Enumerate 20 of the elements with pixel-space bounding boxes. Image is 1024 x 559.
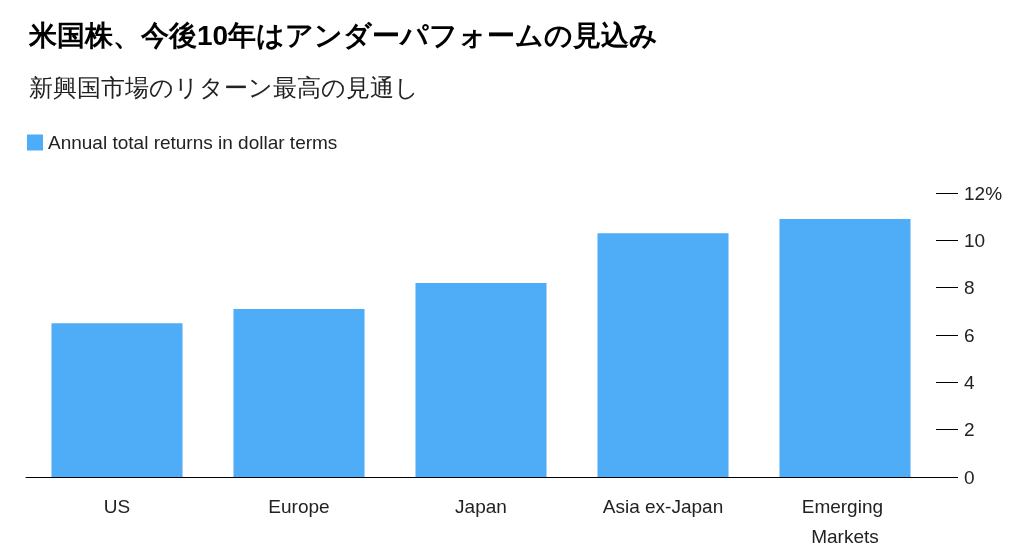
y-tick-label: 4 <box>964 371 975 393</box>
y-tick-label: 2 <box>964 419 975 441</box>
legend-label: Annual total returns in dollar terms <box>48 132 338 153</box>
x-tick-label: Japan <box>455 495 507 517</box>
x-tick-label: Europe <box>268 495 330 517</box>
x-tick-label: Emerging Markets <box>801 495 889 547</box>
bar <box>779 219 911 477</box>
x-tick-label: Asia ex-Japan <box>602 495 724 517</box>
chart-title: 米国株、今後10年はアンダーパフォームの見込み <box>28 19 659 51</box>
y-tick-label: 12% <box>964 182 1003 204</box>
x-tick-label: US <box>103 495 131 517</box>
y-tick-label: 8 <box>964 277 975 299</box>
y-tick-label: 6 <box>964 324 975 346</box>
bar <box>51 323 183 477</box>
y-tick-label: 0 <box>964 466 975 488</box>
bar <box>233 308 365 477</box>
bar <box>415 282 547 477</box>
bar <box>597 233 729 477</box>
y-tick-label: 10 <box>964 229 986 251</box>
chart-subtitle: 新興国市場のリターン最高の見通し <box>29 73 419 101</box>
